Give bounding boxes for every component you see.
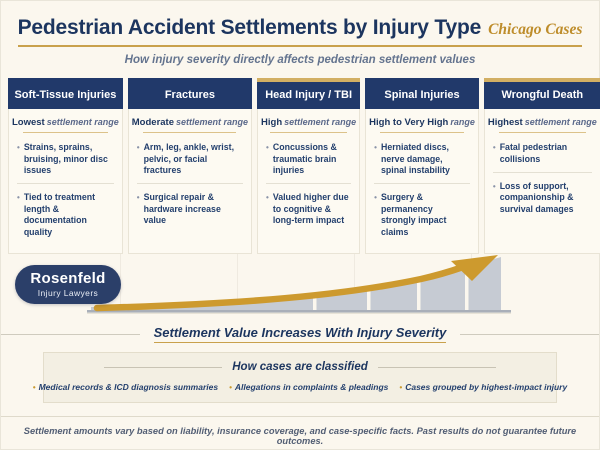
bullet-icon: • [17,193,20,203]
range-rest: settlement range [46,117,119,128]
bullet-text: Loss of support, companionship & surviva… [499,180,574,214]
classification-title-row: How cases are classified [50,361,550,373]
card-head-injury: Head Injury / TBI High settlement range •… [257,78,361,255]
list-item: • Valued higher due to cognitive & long-t… [266,183,352,233]
list-item: • Surgical repair & hardware increase val… [136,183,244,233]
range-emphasis: High to Very High [369,117,449,129]
title-underline: Pedestrian Accident Settlements by Injur… [17,16,583,47]
classification-rule-right [377,366,496,368]
range-underline [270,132,348,134]
list-item: • Concussions & traumatic brain injuries [266,138,351,183]
footer-rule [1,416,599,418]
settlement-range: Highest settlement range [485,109,600,128]
bullet-text: Arm, leg, ankle, wrist, pelvic, or facia… [143,142,235,175]
bullet-icon: • [32,383,36,393]
classification-item: • Allegations in complaints & pleadings [229,382,388,392]
bullet-list: • Herniated discs, nerve damage, spinal i… [366,134,478,253]
card-header: Spinal Injuries [365,78,479,110]
footer-disclaimer: Settlement amounts vary based on liabili… [23,426,577,447]
card-header: Wrongful Death [483,78,600,110]
bullet-icon: • [492,181,496,191]
list-item: • Strains, sprains, bruising, minor disc … [17,138,114,183]
bullet-icon: • [374,193,377,203]
bullet-text: Herniated discs, nerve damage, spinal in… [380,142,450,175]
range-underline [379,132,465,134]
card-header: Soft-Tissue Injuries [8,78,123,110]
bullet-icon: • [492,143,496,153]
bullet-text: Surgery & permanency strongly impact cla… [380,192,447,237]
card-header: Head Injury / TBI [257,78,361,110]
range-emphasis: High [261,117,283,129]
range-underline [143,132,237,134]
page-title: Pedestrian Accident Settlements by Injur… [17,16,482,39]
arrow-caption: Settlement Value Increases With Injury S… [153,325,447,344]
logo-tagline: Injury Lawyers [37,288,99,299]
range-rest: range [450,117,475,128]
bullet-icon: • [266,193,269,203]
classification-item: • Medical records & ICD diagnosis summar… [33,382,218,392]
list-item: • Arm, leg, ankle, wrist, pelvic, or faci… [137,138,243,183]
classification-rule-left [104,366,223,368]
classification-box: How cases are classified • Medical recor… [33,352,567,404]
range-emphasis: Moderate [131,117,174,129]
range-emphasis: Highest [487,117,523,129]
arrowhead-icon [451,255,498,282]
injury-columns: Soft-Tissue Injuries Lowest settlement ra… [1,78,600,255]
bullet-list: • Strains, sprains, bruising, minor disc … [9,134,122,253]
range-underline [22,132,109,134]
bullet-text: Fatal pedestrian collisions [499,142,568,164]
title-accent: Chicago Cases [488,21,583,38]
range-rest: settlement range [284,117,357,128]
settlement-range: Lowest settlement range [9,109,122,128]
classification-title: How cases are classified [232,361,368,374]
bullet-list: • Concussions & traumatic brain injuries … [258,134,359,242]
card-header: Fractures [127,78,253,110]
logo-name: Rosenfeld [30,270,106,288]
caption-rule-left [1,333,140,335]
bullet-text: Concussions & traumatic brain injuries [272,142,337,175]
page-subtitle: How injury severity directly affects ped… [124,54,476,66]
card-wrongful-death: Wrongful Death Highest settlement range •… [483,78,600,255]
classification-text: Medical records & ICD diagnosis summarie… [38,382,219,393]
bullet-text: Valued higher due to cognitive & long-te… [272,192,349,226]
range-underline [498,132,586,134]
arrow-caption-row: Settlement Value Increases With Injury S… [1,325,599,344]
bullet-icon: • [136,193,140,203]
rosenfeld-logo: Rosenfeld Injury Lawyers [15,265,121,305]
range-emphasis: Lowest [12,117,45,129]
range-rest: settlement range [524,117,597,128]
bullet-text: Strains, sprains, bruising, minor disc i… [23,142,108,175]
header: Pedestrian Accident Settlements by Injur… [1,1,599,66]
list-item: • Loss of support, companionship & surviv… [492,171,592,222]
bullet-text: Surgical repair & hardware increase valu… [143,192,221,226]
bullet-icon: • [399,383,403,393]
bullet-list: • Arm, leg, ankle, wrist, pelvic, or faci… [129,134,251,242]
card-fractures: Fractures Moderate settlement range • Arm,… [127,78,253,255]
growth-arrow-chart [87,254,511,315]
classification-items: • Medical records & ICD diagnosis summar… [33,382,567,392]
bullet-icon: • [374,143,377,153]
range-rest: settlement range [176,117,249,128]
bullet-icon: • [229,383,232,393]
classification-text: Cases grouped by highest-impact injury [405,382,568,393]
severity-growth-graphic: Rosenfeld Injury Lawyers [1,254,599,320]
card-spinal: Spinal Injuries High to Very High range •… [365,78,479,255]
list-item: • Herniated discs, nerve damage, spinal i… [374,138,470,183]
classification-item: • Cases grouped by highest-impact injury [399,382,567,392]
list-item: • Fatal pedestrian collisions [493,138,592,172]
settlement-range: Moderate settlement range [129,109,251,128]
list-item: • Surgery & permanency strongly impact cl… [374,183,470,245]
bullet-icon: • [266,143,269,153]
settlement-range: High settlement range [258,109,359,128]
card-soft-tissue: Soft-Tissue Injuries Lowest settlement ra… [8,78,123,255]
bullet-icon: • [136,143,140,153]
bullet-list: • Fatal pedestrian collisions • Loss of su… [485,134,600,230]
settlement-range: High to Very High range [366,109,478,128]
bullet-text: Tied to treatment length & documentation… [23,192,96,237]
caption-rule-right [460,333,599,335]
bullet-icon: • [17,143,20,153]
classification-text: Allegations in complaints & pleadings [234,382,389,393]
list-item: • Tied to treatment length & documentatio… [17,183,114,245]
